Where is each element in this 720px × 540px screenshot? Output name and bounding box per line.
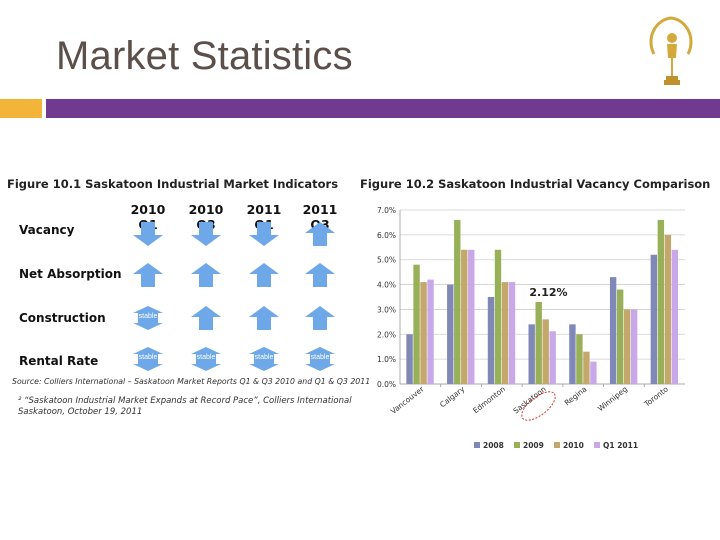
y-tick-label: 1.0%: [377, 355, 396, 364]
y-tick-label: 7.0%: [377, 206, 396, 215]
bar: [528, 324, 535, 384]
row-label-rental-rate: Rental Rate: [19, 354, 99, 368]
legend-swatch: [594, 442, 600, 448]
stable-arrow-icon: stable: [247, 346, 281, 372]
bar: [590, 361, 597, 384]
x-tick-label: Toronto: [642, 384, 670, 409]
bar: [494, 249, 502, 384]
bar: [487, 297, 495, 384]
legend-swatch: [474, 442, 480, 448]
footnote: ² “Saskatoon Industrial Market Expands a…: [18, 396, 352, 417]
bar: [616, 289, 624, 384]
stable-label: stable: [196, 354, 216, 361]
bar: [420, 282, 427, 384]
vacancy-comparison-chart: 0.0%1.0%2.0%3.0%4.0%5.0%6.0%7.0%Vancouve…: [377, 206, 685, 450]
y-tick-label: 2.0%: [377, 330, 396, 339]
y-tick-label: 5.0%: [377, 256, 396, 265]
up-arrow-icon: [247, 305, 281, 331]
up-arrow-icon: [189, 262, 223, 288]
row-label-vacancy: Vacancy: [19, 223, 75, 237]
bar: [664, 234, 672, 384]
stable-arrow-icon: stable: [303, 346, 337, 372]
stable-label: stable: [138, 313, 158, 320]
accent-bar-purple: [46, 99, 720, 118]
stable-arrow-icon: stable: [189, 346, 223, 372]
figure-10-1-title: Figure 10.1 Saskatoon Industrial Market …: [7, 177, 339, 191]
data-label: 2.12%: [529, 286, 567, 299]
up-arrow-icon: [303, 221, 337, 247]
up-arrow-icon: [247, 262, 281, 288]
stable-label: stable: [310, 354, 330, 361]
bar: [542, 319, 549, 384]
legend-label: Q1 2011: [603, 441, 638, 450]
x-tick-label: Calgary: [438, 384, 467, 409]
stable-label: stable: [138, 354, 158, 361]
bar: [576, 334, 583, 384]
y-tick-label: 6.0%: [377, 231, 396, 240]
x-tick-label: Regina: [563, 384, 589, 407]
bar: [461, 249, 468, 384]
bar: [427, 279, 434, 384]
accent-bar-orange: [0, 99, 42, 118]
page-title: Market Statistics: [56, 34, 353, 78]
bar: [623, 309, 631, 384]
bar: [583, 351, 590, 384]
bar: [454, 219, 461, 384]
bar: [549, 331, 556, 384]
figure-10-2-title: Figure 10.2 Saskatoon Industrial Vacancy…: [360, 177, 711, 191]
legend-label: 2008: [483, 441, 504, 450]
bar: [406, 334, 413, 384]
y-tick-label: 4.0%: [377, 281, 396, 290]
bar: [650, 254, 658, 384]
x-tick-label: Edmonton: [471, 384, 507, 415]
up-arrow-icon: [303, 262, 337, 288]
legend-swatch: [554, 442, 560, 448]
stable-label: stable: [254, 354, 274, 361]
down-arrow-icon: [189, 221, 223, 247]
x-tick-label: Winnipeg: [596, 384, 629, 413]
bar: [609, 277, 617, 384]
bar: [535, 301, 542, 384]
legend-swatch: [514, 442, 520, 448]
bar: [508, 282, 516, 384]
source-note: Source: Colliers International – Saskato…: [12, 377, 371, 386]
bar: [447, 284, 454, 384]
stable-arrow-icon: stable: [131, 346, 165, 372]
up-arrow-icon: [303, 305, 337, 331]
up-arrow-icon: [189, 305, 223, 331]
down-arrow-icon: [131, 221, 165, 247]
row-label-construction: Construction: [19, 311, 106, 325]
bar: [468, 249, 475, 384]
bar: [569, 324, 576, 384]
y-tick-label: 0.0%: [377, 380, 396, 389]
y-tick-label: 3.0%: [377, 305, 396, 314]
bar: [630, 309, 638, 384]
row-label-net-absorption: Net Absorption: [19, 267, 122, 281]
bar: [501, 282, 509, 384]
legend-label: 2010: [563, 441, 584, 450]
legend-label: 2009: [523, 441, 544, 450]
award-statuette-logo: [640, 14, 702, 90]
bar: [657, 219, 665, 384]
bar: [413, 264, 420, 384]
down-arrow-icon: [247, 221, 281, 247]
stable-arrow-icon: stable: [131, 305, 165, 331]
up-arrow-icon: [131, 262, 165, 288]
bar: [671, 249, 679, 384]
x-tick-label: Saskatoon: [511, 384, 547, 415]
